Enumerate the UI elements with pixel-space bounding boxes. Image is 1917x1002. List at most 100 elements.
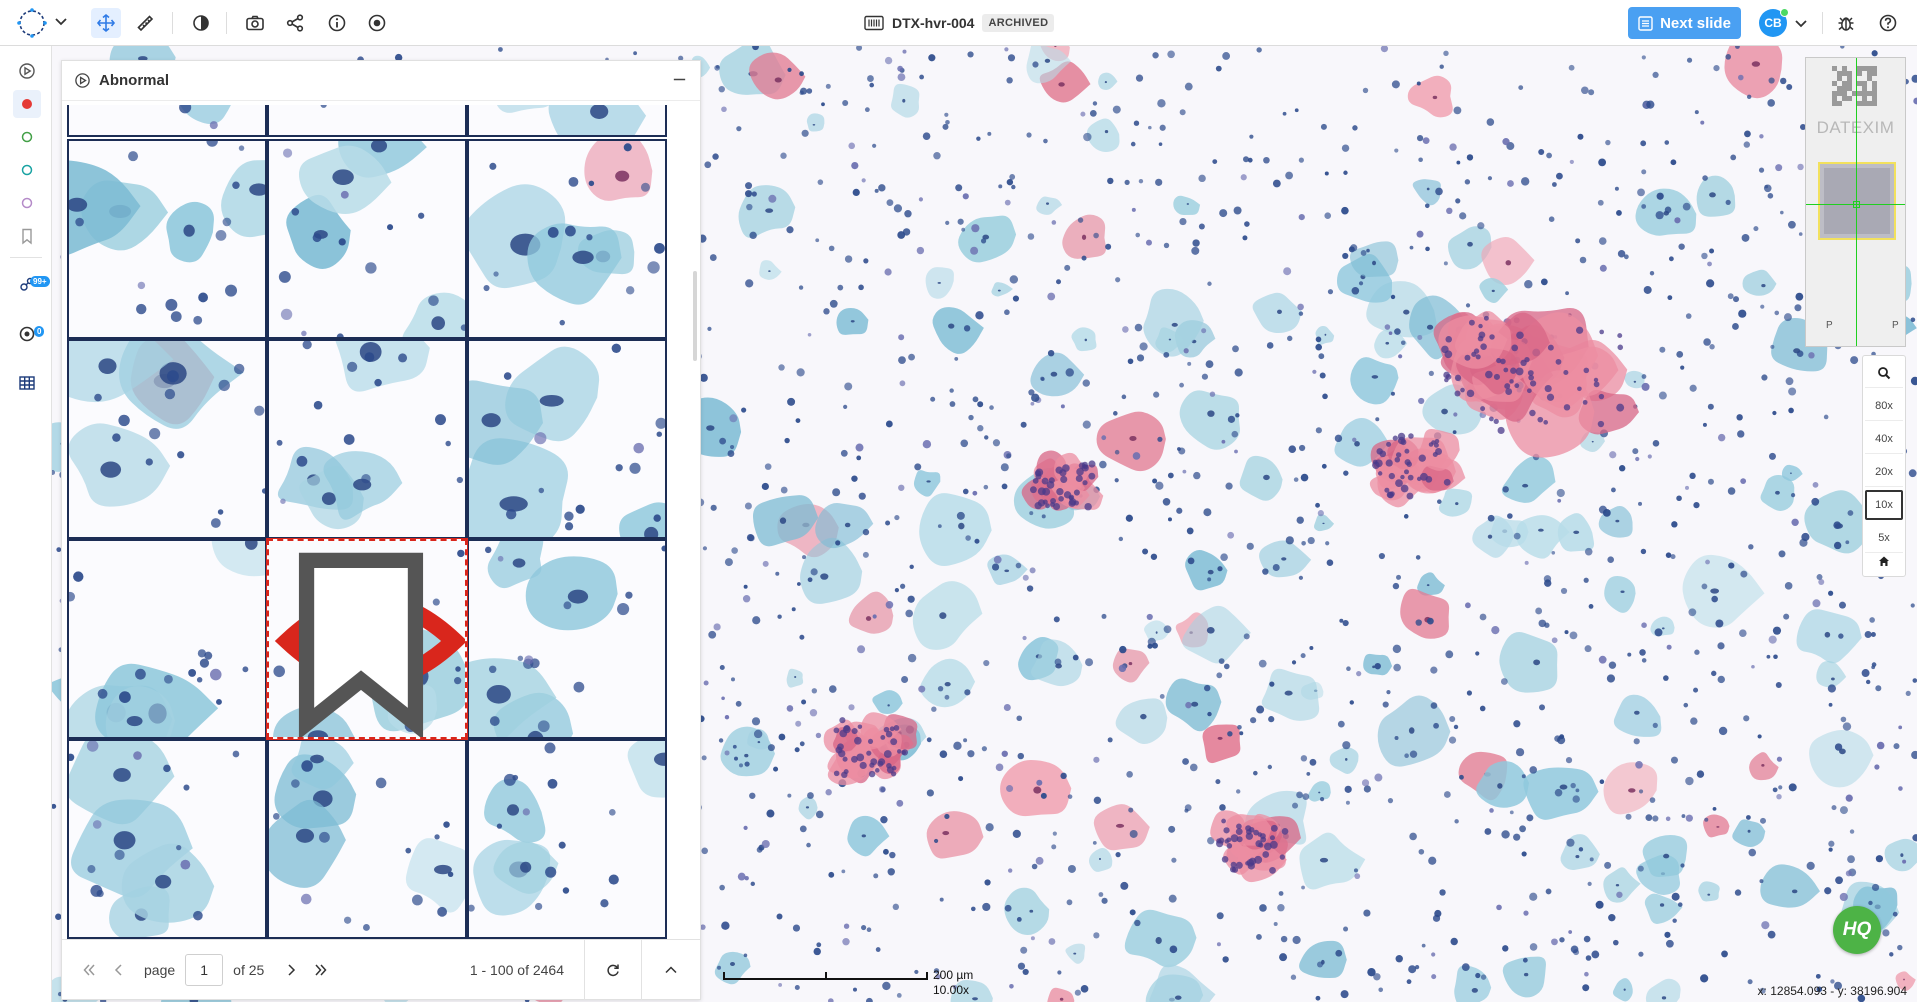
app-logo-icon[interactable] [14, 5, 50, 41]
left-rail: 99+ 0 [0, 46, 52, 1002]
record-icon [368, 14, 386, 32]
rail-bookmarks[interactable] [13, 222, 41, 250]
gallery-cell[interactable] [67, 539, 267, 739]
zoom-search-button[interactable] [1865, 358, 1903, 388]
gallery-cell[interactable] [67, 339, 267, 539]
camera-icon [246, 15, 264, 31]
rail-target-button[interactable] [13, 320, 41, 348]
purple-circle-icon [21, 197, 33, 209]
slide-navigator[interactable]: DATEXIM P P [1805, 57, 1906, 347]
slide-list-icon [1638, 15, 1653, 31]
top-toolbar: DTX-hvr-004 ARCHIVED Next slide CB [0, 0, 1917, 46]
pan-icon [96, 13, 116, 33]
cell-image [69, 741, 240, 937]
gallery-cell[interactable] [467, 139, 667, 339]
cell-image [69, 341, 265, 528]
info-icon [328, 14, 346, 32]
user-initials: CB [1764, 16, 1782, 30]
cell-gallery-grid [67, 105, 667, 985]
status-badge: ARCHIVED [982, 14, 1055, 32]
cell-image [320, 105, 327, 108]
rail-purple-category[interactable] [13, 189, 41, 217]
gallery-cell[interactable] [467, 539, 667, 739]
cell-image [278, 141, 465, 337]
measure-tool-button[interactable] [131, 8, 161, 38]
chevron-left-icon [114, 963, 122, 976]
first-page-button[interactable] [74, 955, 104, 985]
cell-image [179, 105, 231, 130]
zoom-80x[interactable]: 80x [1865, 391, 1903, 421]
help-icon [1879, 14, 1897, 32]
screenshot-button[interactable] [240, 8, 270, 38]
gallery-cell[interactable] [267, 739, 467, 939]
cell-image [469, 343, 665, 537]
gallery-cell[interactable] [267, 339, 467, 539]
navigator-viewport-marker [1853, 201, 1860, 208]
navigator-mark-left: P [1826, 320, 1833, 331]
page-label: page [144, 961, 176, 978]
gallery-cell[interactable] [67, 105, 267, 137]
zoom-home-button[interactable] [1865, 546, 1903, 576]
prev-page-button[interactable] [104, 955, 134, 985]
chevron-down-icon[interactable] [54, 14, 68, 28]
gallery-cell[interactable] [67, 139, 267, 339]
refresh-button[interactable] [598, 955, 628, 985]
report-bug-button[interactable] [1831, 8, 1861, 38]
page-input[interactable] [185, 953, 224, 986]
rail-gallery-button[interactable] [13, 57, 41, 85]
panel-header: Abnormal [62, 61, 700, 101]
slide-barcode-icon [864, 15, 884, 31]
chevron-right-icon [288, 963, 296, 976]
help-button[interactable] [1873, 8, 1903, 38]
gallery-icon [19, 63, 35, 79]
rail-teal-category[interactable] [13, 156, 41, 184]
next-slide-button[interactable]: Next slide [1628, 7, 1741, 39]
share-button[interactable] [280, 8, 310, 38]
gallery-cell[interactable] [467, 105, 667, 137]
next-page-button[interactable] [276, 955, 306, 985]
collapse-button[interactable] [656, 955, 686, 985]
cell-image [469, 541, 665, 737]
pagination-bar: page of 25 1 - 100 of 2464 [62, 939, 700, 1000]
double-chevron-left-icon [83, 963, 95, 976]
scale-label: 200 µm [933, 968, 974, 982]
cell-image [276, 341, 463, 530]
rail-red-category[interactable] [13, 90, 41, 118]
contrast-icon [193, 15, 209, 31]
record-button[interactable] [362, 8, 392, 38]
gallery-cell-selected[interactable] [266, 538, 468, 740]
rail-green-category[interactable] [13, 123, 41, 151]
navigator-mark-right: P [1892, 320, 1899, 331]
info-button[interactable] [322, 8, 352, 38]
gallery-cell[interactable] [467, 339, 667, 539]
cell-image [69, 141, 265, 325]
contrast-button[interactable] [186, 8, 216, 38]
minimize-icon[interactable] [671, 71, 688, 88]
panel-scrollbar[interactable] [693, 271, 697, 361]
bookmark-icon[interactable] [267, 544, 459, 739]
last-page-button[interactable] [306, 955, 336, 985]
online-status-dot [1780, 8, 1789, 17]
zoom-control: 80x 40x 20x 10x 5x [1862, 355, 1906, 577]
rail-table-button[interactable] [13, 369, 41, 397]
zoom-40x[interactable]: 40x [1865, 424, 1903, 454]
gallery-cell[interactable] [267, 105, 467, 137]
gallery-cell[interactable] [267, 139, 467, 339]
bug-icon [1838, 17, 1854, 31]
chevron-up-icon [665, 965, 677, 973]
gallery-cell[interactable] [467, 739, 667, 939]
target-badge: 0 [34, 326, 45, 337]
zoom-10x[interactable]: 10x [1865, 490, 1903, 520]
cursor-coordinates: x: 12854.093 - y: 38196.904 [1757, 984, 1907, 998]
panel-title: Abnormal [99, 72, 170, 89]
chevron-down-icon[interactable] [1794, 16, 1808, 30]
zoom-5x[interactable]: 5x [1865, 523, 1903, 553]
hq-badge[interactable]: HQ [1833, 906, 1881, 954]
pan-tool-button[interactable] [91, 8, 121, 38]
gallery-cell[interactable] [67, 739, 267, 939]
scale-bar [723, 972, 928, 980]
magnifier-icon [1878, 366, 1891, 379]
zoom-20x[interactable]: 20x [1865, 457, 1903, 487]
teal-circle-icon [21, 164, 33, 176]
abnormal-panel: Abnormal page of 25 1 - 100 of 2464 [61, 60, 701, 1000]
